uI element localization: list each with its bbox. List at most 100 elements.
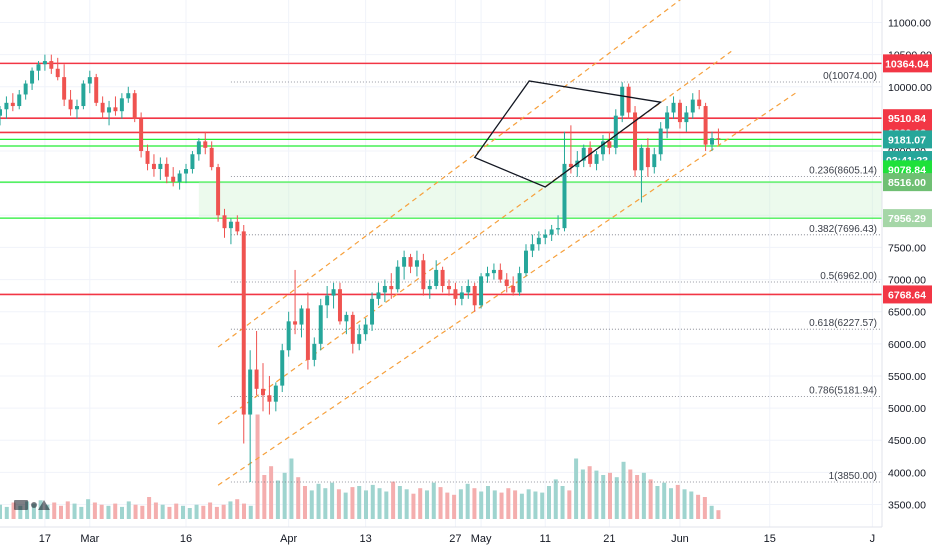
candle-body xyxy=(652,154,657,168)
candle-body xyxy=(164,163,169,177)
candle-body xyxy=(697,99,702,107)
volume-bar xyxy=(580,469,585,519)
parallel-channel xyxy=(217,0,796,486)
candle-body xyxy=(299,308,304,325)
diamond-outline xyxy=(473,80,663,188)
candle-body xyxy=(543,234,548,238)
candle-body xyxy=(382,285,387,293)
volume-bar xyxy=(668,488,673,519)
volume-bar xyxy=(621,461,626,519)
volume-bar xyxy=(404,489,409,519)
volume-bar xyxy=(465,483,470,519)
candle-body xyxy=(524,250,528,274)
volume-bar xyxy=(641,472,646,519)
candle-body xyxy=(222,215,227,229)
volume-bar xyxy=(336,489,341,519)
candle-body xyxy=(190,154,195,170)
candle-body xyxy=(434,269,439,286)
candle-body xyxy=(126,93,131,99)
candle-body xyxy=(491,269,496,274)
candle-body xyxy=(703,106,708,145)
candlesticks xyxy=(0,54,721,483)
candle-body xyxy=(402,257,407,267)
volume-bar xyxy=(31,503,36,519)
volume-bar xyxy=(363,490,368,519)
price-label-text: 6768.64 xyxy=(888,289,926,301)
volume-bar xyxy=(174,503,179,519)
candle-body xyxy=(23,83,28,95)
volume-bar xyxy=(655,486,660,519)
price-label-text: 9181.07 xyxy=(888,134,926,146)
candle-body xyxy=(30,70,35,84)
volume-bar xyxy=(133,504,138,519)
candle-body xyxy=(4,102,9,110)
volume-bar xyxy=(262,475,267,519)
volume-bar xyxy=(255,414,260,519)
candle-body xyxy=(68,99,73,110)
logo-shape xyxy=(31,502,37,508)
candle-body xyxy=(312,343,317,360)
candle-body xyxy=(248,369,253,415)
volume-bar xyxy=(424,490,429,519)
volume-bar xyxy=(384,491,389,519)
volume-bar xyxy=(147,497,152,519)
candle-body xyxy=(504,279,509,286)
volume-bar xyxy=(689,491,694,519)
candle-body xyxy=(588,147,593,164)
time-tick-label: May xyxy=(471,533,492,545)
candle-body xyxy=(639,147,644,171)
candle-body xyxy=(581,147,586,161)
candle-body xyxy=(273,385,278,402)
candle-body xyxy=(337,289,342,322)
candle-body xyxy=(209,147,214,168)
candle-body xyxy=(267,395,272,402)
volume-bar xyxy=(370,484,375,519)
volume-bar xyxy=(289,458,294,519)
candle-body xyxy=(690,99,695,113)
time-tick-label: 21 xyxy=(603,533,615,545)
candle-body xyxy=(626,86,631,113)
price-tick-label: 6000.00 xyxy=(888,339,926,351)
time-tick-label: J xyxy=(870,533,876,545)
price-axis-labels: 10364.049510.849289.189181.0703:41:23907… xyxy=(883,54,932,304)
candle-body xyxy=(10,102,15,107)
price-label-box xyxy=(883,54,932,73)
candle-body xyxy=(344,314,349,322)
price-tick-label: 3500.00 xyxy=(888,500,926,512)
volume-bar xyxy=(241,503,246,519)
horizontal-levels xyxy=(0,62,883,296)
volume-bar xyxy=(614,477,619,519)
volume-bar xyxy=(594,470,599,519)
candle-body xyxy=(620,86,625,116)
candle-body xyxy=(171,176,176,182)
candle-body xyxy=(318,305,323,344)
candle-body xyxy=(36,64,41,71)
candle-body xyxy=(87,77,92,84)
volume-bar xyxy=(452,494,457,519)
volume-bar xyxy=(526,489,531,519)
volume-bar xyxy=(357,486,362,519)
candle-body xyxy=(716,138,721,140)
candle-body xyxy=(184,169,189,174)
candle-body xyxy=(466,285,471,293)
volume-bar xyxy=(72,503,77,519)
volume-bar xyxy=(418,488,423,519)
volume-bar xyxy=(716,510,721,519)
candle-body xyxy=(305,308,310,360)
candle-body xyxy=(568,163,573,168)
volume-bar xyxy=(106,505,111,519)
candle-body xyxy=(94,77,99,103)
volume-bar xyxy=(187,508,192,519)
candle-body xyxy=(196,141,201,155)
candle-body xyxy=(261,388,265,396)
volume-bar xyxy=(533,491,538,519)
candle-body xyxy=(671,102,676,113)
candle-body xyxy=(607,141,612,148)
volume-bar xyxy=(607,472,612,519)
volume-bar xyxy=(86,499,91,519)
time-tick-label: Jun xyxy=(671,533,689,545)
candle-body xyxy=(613,115,618,148)
fib-label: 0(10074.00) xyxy=(823,71,877,82)
candle-body xyxy=(350,314,355,344)
volume-bar xyxy=(391,481,396,519)
